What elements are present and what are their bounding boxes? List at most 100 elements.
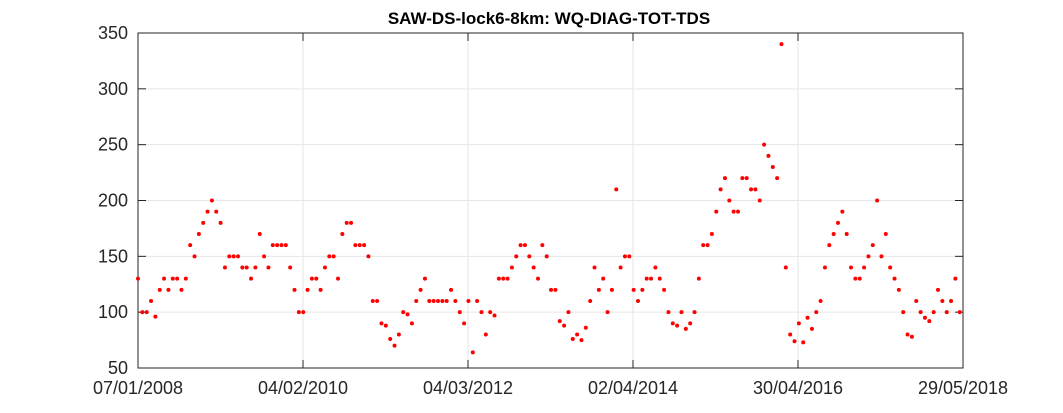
data-point xyxy=(605,310,610,315)
data-point xyxy=(653,265,658,270)
data-point xyxy=(779,42,784,47)
data-point xyxy=(353,243,358,248)
data-point xyxy=(201,220,206,225)
data-point xyxy=(592,265,597,270)
data-point xyxy=(375,299,380,303)
data-point xyxy=(383,323,388,328)
data-point xyxy=(483,332,488,337)
data-point xyxy=(644,276,649,281)
data-point xyxy=(827,243,832,248)
data-point xyxy=(222,265,227,270)
data-point xyxy=(936,287,940,292)
data-point xyxy=(314,276,319,281)
data-point xyxy=(796,321,801,326)
data-point xyxy=(431,299,436,303)
data-point xyxy=(675,323,680,328)
y-tick-label: 50 xyxy=(108,358,128,378)
data-point xyxy=(566,310,571,315)
data-point xyxy=(322,265,327,270)
x-tick-label: 29/05/2018 xyxy=(918,378,1008,398)
data-point xyxy=(901,310,906,315)
data-point xyxy=(831,232,836,236)
data-point xyxy=(309,276,314,281)
data-point xyxy=(696,276,701,281)
data-point xyxy=(409,321,414,326)
data-point xyxy=(514,254,519,259)
data-point xyxy=(805,315,810,320)
chart-title: SAW-DS-lock6-8km: WQ-DIAG-TOT-TDS xyxy=(388,9,710,28)
data-point xyxy=(236,254,240,259)
data-point xyxy=(275,243,280,248)
data-point xyxy=(518,243,523,248)
data-point xyxy=(492,313,497,318)
data-point xyxy=(175,276,180,281)
data-point xyxy=(505,276,510,281)
data-point xyxy=(449,287,454,292)
data-point xyxy=(362,243,367,248)
data-point xyxy=(714,209,719,214)
data-point xyxy=(840,209,845,214)
data-point xyxy=(762,142,767,147)
data-point xyxy=(496,276,501,281)
data-point xyxy=(749,187,754,192)
data-point xyxy=(579,338,584,343)
data-point xyxy=(531,265,536,270)
data-point xyxy=(692,310,697,315)
data-point xyxy=(753,187,758,192)
data-point xyxy=(766,153,771,158)
data-point xyxy=(940,299,945,303)
data-point xyxy=(575,332,580,337)
data-point xyxy=(527,254,532,259)
data-point xyxy=(953,276,958,281)
data-point xyxy=(879,254,884,259)
data-point xyxy=(144,310,149,315)
data-point xyxy=(814,310,819,315)
data-point xyxy=(262,254,267,259)
data-point xyxy=(214,209,219,214)
data-point xyxy=(536,276,540,281)
data-point xyxy=(818,299,823,303)
data-point xyxy=(944,310,949,315)
data-point xyxy=(618,265,623,270)
y-axis: 50 100 150 200 250 300 350 xyxy=(98,23,963,378)
data-point xyxy=(488,310,493,315)
data-point xyxy=(701,243,706,248)
data-point xyxy=(896,287,901,292)
data-point xyxy=(462,321,467,326)
data-point xyxy=(688,321,693,326)
data-point xyxy=(340,232,345,236)
data-point xyxy=(909,334,914,339)
data-point xyxy=(192,254,197,259)
data-point xyxy=(296,310,301,315)
data-point xyxy=(436,299,440,303)
data-point xyxy=(427,299,432,303)
data-point xyxy=(357,243,362,248)
y-tick-label: 350 xyxy=(98,23,128,43)
data-point xyxy=(418,287,423,292)
data-point xyxy=(392,343,397,348)
data-point xyxy=(957,310,962,315)
y-tick-label: 150 xyxy=(98,246,128,266)
data-point xyxy=(931,310,936,315)
data-point xyxy=(670,321,675,326)
data-point xyxy=(640,287,645,292)
grid-lines xyxy=(138,33,963,368)
x-axis: 07/01/2008 04/02/2010 04/03/2012 02/04/2014… xyxy=(93,33,1008,398)
data-point xyxy=(783,265,788,270)
data-point xyxy=(570,336,575,341)
data-point xyxy=(257,232,262,236)
data-point xyxy=(244,265,249,270)
data-point xyxy=(892,276,897,281)
data-point xyxy=(844,232,849,236)
data-point xyxy=(596,287,601,292)
data-point xyxy=(457,310,462,315)
data-point xyxy=(649,276,654,281)
data-point xyxy=(557,319,562,324)
data-point xyxy=(622,254,627,259)
data-point xyxy=(679,310,684,315)
data-point xyxy=(196,232,201,236)
data-point xyxy=(627,254,632,259)
data-point xyxy=(927,319,932,324)
data-point xyxy=(809,326,814,331)
data-point xyxy=(636,299,640,303)
